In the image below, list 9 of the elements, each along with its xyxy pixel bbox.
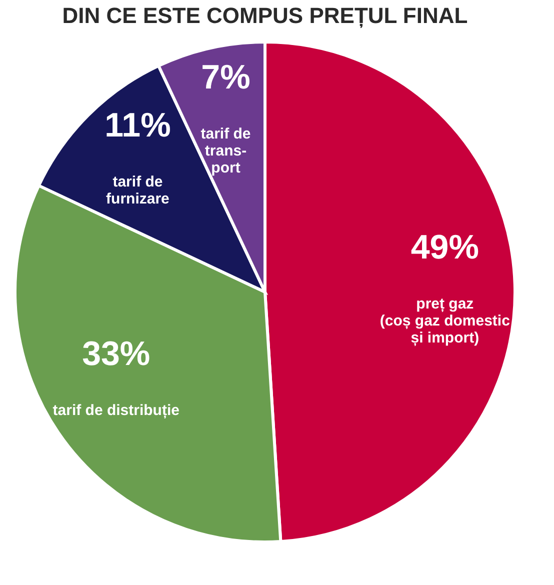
data-label: 7% [201,58,250,96]
chart-title: DIN CE ESTE COMPUS PREȚUL FINAL [62,3,468,28]
slice-label: tarif de distribuție [52,402,180,420]
data-label: 11% [104,106,171,145]
data-label: 33% [82,335,150,374]
data-label: 49% [410,228,479,266]
slice-label: tarif de trans- port [200,125,251,176]
slice-label: tarif de furnizare [106,174,170,208]
slice-label: preț gaz (coș gaz domestic și import) [380,295,510,346]
